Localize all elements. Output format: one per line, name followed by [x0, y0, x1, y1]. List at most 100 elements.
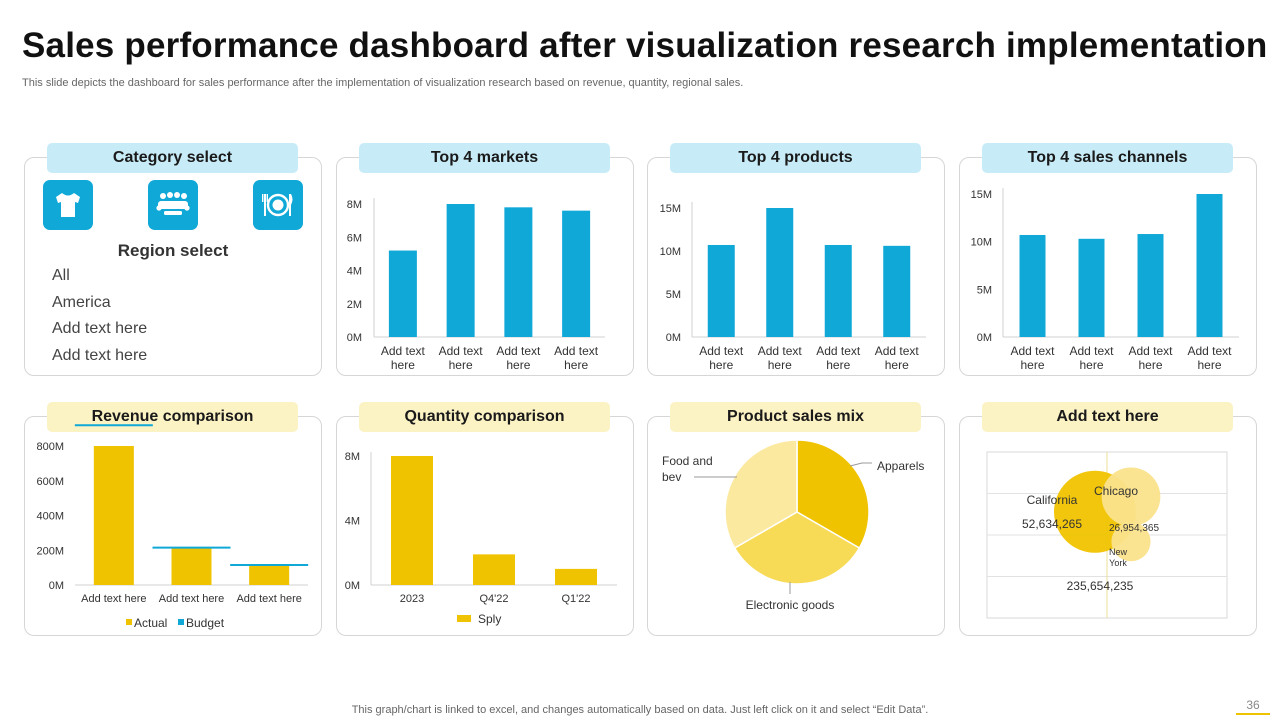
revenue-title: Revenue comparison [47, 402, 298, 432]
bubble-value-chicago: 26,954,365 [1109, 523, 1159, 534]
legend-sply-swatch [457, 615, 471, 622]
revenue-actual-bar [249, 565, 290, 585]
revenue-category-label: Add text here [159, 593, 224, 605]
page-title: Sales performance dashboard after visual… [22, 26, 1268, 65]
top-products-bar [824, 244, 852, 337]
region-item-3[interactable]: Add text here [52, 320, 148, 337]
top-products-bar [766, 208, 794, 337]
top-products-category-label: Add text here [699, 344, 744, 372]
page-subtitle: This slide depicts the dashboard for sal… [22, 77, 744, 89]
top-markets-category-label: Add text here [554, 344, 599, 372]
top-products-bar [707, 244, 735, 337]
category-select-title: Category select [47, 143, 298, 173]
label-food-line1: Food and [662, 454, 713, 468]
bubble-value-california: 52,634,265 [1022, 517, 1082, 531]
top-markets-ytick-label: 8M [347, 199, 362, 211]
pie-slice-0 [796, 439, 870, 550]
top-markets-bar [562, 210, 591, 337]
region-item-america[interactable]: America [52, 294, 111, 311]
top-markets-category-label: Add text here [496, 344, 541, 372]
legend-budget-label: Budget [186, 616, 225, 630]
top-markets-ytick-label: 0M [347, 332, 362, 344]
top-channels-bar [1196, 194, 1223, 337]
top-products-ytick-label: 10M [660, 246, 681, 258]
quantity-ytick-label: 4M [345, 516, 360, 528]
bubble-label-newyork-1: New [1109, 547, 1128, 557]
pie-slice-1 [733, 511, 861, 585]
top-channels-category-label: Add text here [1069, 344, 1114, 372]
revenue-ytick-label: 600M [36, 476, 64, 488]
revenue-actual-bar [171, 548, 212, 585]
revenue-ytick-label: 400M [36, 511, 64, 523]
footer-note: This graph/chart is linked to excel, and… [351, 704, 929, 716]
quantity-category-label: 2023 [400, 593, 424, 605]
top-products-category-label: Add text here [816, 344, 861, 372]
revenue-actual-bar [93, 446, 134, 585]
bubble-label-chicago: Chicago [1094, 484, 1138, 498]
apparels-leader-line [849, 462, 872, 467]
revenue-ytick-label: 0M [49, 580, 64, 592]
quantity-bar [473, 554, 515, 585]
legend-budget-swatch [178, 619, 184, 625]
top-channels-ytick-label: 10M [971, 237, 992, 249]
top-markets-ytick-label: 4M [347, 266, 362, 278]
page-number: 36 [1246, 698, 1260, 712]
quantity-bar [555, 568, 597, 585]
legend-actual-swatch [126, 619, 132, 625]
legend-actual-label: Actual [134, 616, 167, 630]
tshirt-icon[interactable] [43, 180, 93, 230]
top-products-ytick-label: 15M [660, 203, 681, 215]
bubble-label-california: California [1027, 493, 1078, 507]
top-products-ytick-label: 5M [666, 289, 681, 301]
top-channels-bar [1137, 234, 1164, 337]
top-markets-title: Top 4 markets [359, 143, 610, 173]
bubble-label-newyork-2: York [1109, 558, 1127, 568]
top-markets-ytick-label: 6M [347, 232, 362, 244]
top-channels-category-label: Add text here [1128, 344, 1173, 372]
region-item-all[interactable]: All [52, 267, 70, 284]
top-products-category-label: Add text here [758, 344, 803, 372]
top-products-ytick-label: 0M [666, 332, 681, 344]
top-channels-ytick-label: 15M [971, 189, 992, 201]
legend-sply-label: Sply [478, 612, 501, 626]
top-products-bar [883, 245, 911, 337]
revenue-panel [24, 416, 322, 636]
quantity-title: Quantity comparison [359, 402, 610, 432]
top-markets-category-label: Add text here [381, 344, 426, 372]
dining-icon[interactable] [253, 180, 303, 230]
top-channels-category-label: Add text here [1187, 344, 1232, 372]
top-channels-category-label: Add text here [1010, 344, 1055, 372]
top-channels-bar [1019, 234, 1046, 337]
top-products-title: Top 4 products [670, 143, 921, 173]
bubble-title: Add text here [982, 402, 1233, 432]
region-select-title: Region select [117, 241, 229, 260]
quantity-panel [336, 416, 634, 636]
label-electronic-goods: Electronic goods [746, 598, 835, 612]
product-mix-title: Product sales mix [670, 402, 921, 432]
top-products-category-label: Add text here [875, 344, 920, 372]
bubble-value-newyork: 235,654,235 [1067, 579, 1134, 593]
meeting-icon[interactable] [148, 180, 198, 230]
revenue-ytick-label: 200M [36, 545, 64, 557]
quantity-category-label: Q1'22 [561, 593, 590, 605]
bubble-2 [1111, 522, 1151, 562]
label-apparels: Apparels [877, 459, 924, 473]
top-markets-ytick-label: 2M [347, 299, 362, 311]
top-markets-bar [446, 204, 475, 337]
top-markets-bar [504, 207, 533, 337]
pie-slice-2 [724, 439, 798, 550]
quantity-bar [391, 456, 433, 585]
top-markets-category-label: Add text here [439, 344, 484, 372]
region-item-4[interactable]: Add text here [52, 347, 148, 364]
quantity-ytick-label: 0M [345, 580, 360, 592]
label-food-line2: bev [662, 470, 681, 484]
quantity-category-label: Q4'22 [479, 593, 508, 605]
top-markets-bar [388, 250, 417, 337]
